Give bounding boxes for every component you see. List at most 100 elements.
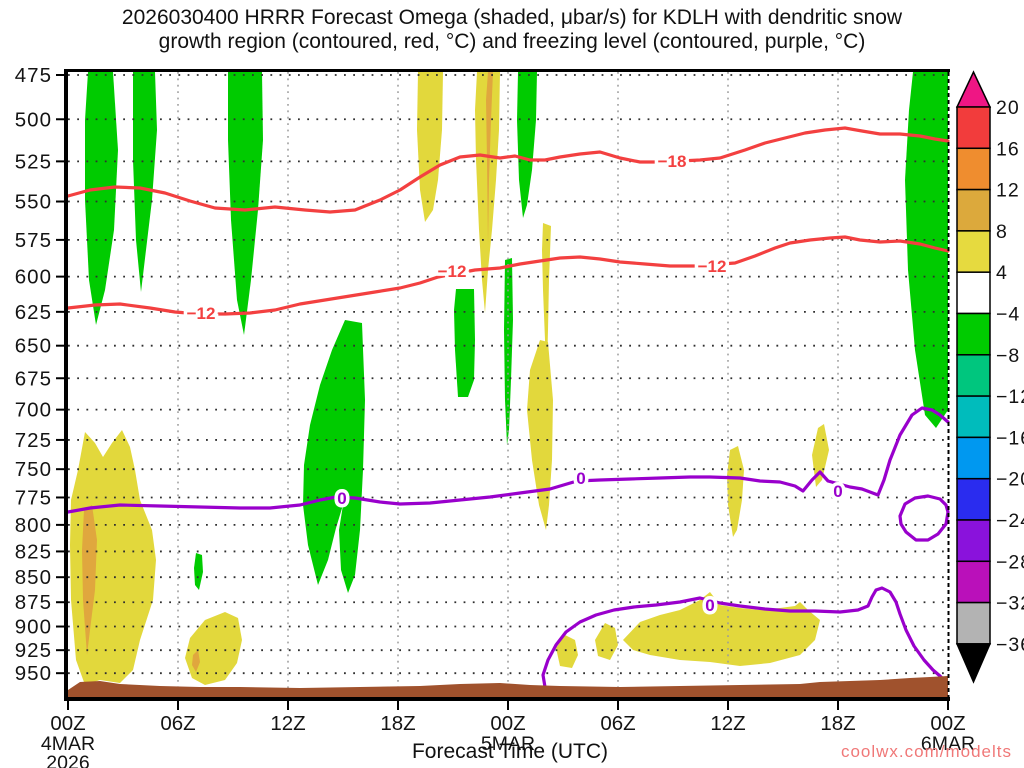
contour-label--18: −18	[658, 152, 687, 171]
omega-region-4to8	[812, 424, 829, 487]
x-tick-label: 06Z	[160, 712, 195, 735]
y-tick-label: 525	[15, 150, 52, 173]
dendritic-growth-minus18C	[66, 126, 950, 214]
contour-label-0: 0	[576, 469, 585, 488]
contour-label-0: 0	[337, 489, 346, 508]
colorbar-cell	[956, 106, 991, 150]
omega-region--8to-4	[194, 553, 203, 590]
omega-region-4to8	[185, 612, 242, 685]
omega-region--8to-4	[133, 72, 157, 292]
colorbar-label: −8	[996, 345, 1020, 367]
y-tick-label: 725	[15, 429, 52, 452]
contour-labels: −18 −12 −12 −12 0 0 0 0	[183, 149, 846, 619]
freezing-level-0C-closed-pocket	[898, 494, 950, 542]
y-axis: 475 500 525 550 575 600 625 650 675 700 725 750 775 8…	[15, 64, 65, 685]
y-tick-label: 875	[15, 591, 52, 614]
y-tick-label: 925	[15, 639, 52, 662]
colorbar-cell	[956, 519, 991, 563]
y-tick-label: 700	[15, 399, 52, 422]
omega-region-8to12	[192, 650, 200, 672]
y-tick-label: 650	[15, 335, 52, 358]
colorbar-label: 20	[996, 97, 1020, 119]
colorbar: 20 16 12 8 4 −4 −8 −12 −16 −20 −24 −28 −32 −36	[955, 70, 1024, 684]
contour-lines	[66, 126, 950, 689]
omega-region--8to-4	[504, 258, 513, 445]
omega-region-8to12	[486, 72, 493, 245]
y-tick-label: 825	[15, 540, 52, 563]
x-tick-label: 00Z	[50, 712, 85, 735]
freezing-level-0C-lower	[541, 586, 947, 689]
y-tick-label: 950	[15, 662, 52, 685]
y-tick-label: 575	[15, 229, 52, 252]
colorbar-cell	[956, 436, 991, 480]
omega-region-8to12	[82, 505, 97, 655]
colorbar-over-arrow	[955, 70, 992, 108]
y-tick-label: 600	[15, 266, 52, 289]
colorbar-cell	[956, 147, 991, 191]
x-axis-title: Forecast Time (UTC)	[411, 740, 608, 763]
x-tick-sublabel: 5MAR	[481, 733, 535, 755]
x-tick-label: 18Z	[380, 712, 415, 735]
contour-label--12: −12	[698, 257, 727, 276]
colorbar-under-arrow	[955, 643, 992, 684]
colorbar-cell	[956, 188, 991, 232]
x-tick-sublabel: 4MAR	[41, 733, 95, 755]
omega-region--8to-4	[85, 72, 118, 325]
colorbar-cell	[956, 601, 991, 645]
y-tick-label: 800	[15, 514, 52, 537]
omega-region-4to8	[417, 72, 443, 222]
grid-lines	[68, 72, 948, 697]
colorbar-label: 16	[996, 138, 1020, 160]
colorbar-label: −16	[996, 427, 1024, 449]
y-tick-label: 675	[15, 367, 52, 390]
colorbar-label: −36	[996, 634, 1024, 656]
omega-region-4to8	[556, 635, 578, 668]
contour-label--12: −12	[438, 262, 467, 281]
omega-region-4to8	[70, 430, 156, 685]
colorbar-label: −4	[996, 304, 1020, 326]
contour-label-0: 0	[705, 596, 714, 615]
omega-region-4to8	[527, 340, 553, 530]
y-tick-label: 900	[15, 616, 52, 639]
y-tick-label: 500	[15, 108, 52, 131]
plot-borders	[64, 69, 950, 701]
y-tick-label: 775	[15, 486, 52, 509]
contour-label-0: 0	[833, 482, 842, 501]
colorbar-cell	[956, 560, 991, 604]
colorbar-label: 4	[996, 262, 1008, 284]
y-tick-label: 475	[15, 64, 52, 87]
y-tick-label: 625	[15, 301, 52, 324]
chart-title-line2: growth region (contoured, red, °C) and f…	[158, 30, 866, 53]
colorbar-label: −20	[996, 469, 1024, 491]
omega-region--8to-4	[228, 72, 263, 335]
x-tick-label: 12Z	[710, 712, 745, 735]
y-tick-label: 750	[15, 458, 52, 481]
x-tick-label: 00Z	[930, 712, 965, 735]
omega-region--8to-4	[454, 289, 475, 397]
omega-region-4to8	[727, 446, 744, 537]
colorbar-cell	[956, 354, 991, 397]
x-tick-label: 06Z	[600, 712, 635, 735]
colorbar-label: 12	[996, 180, 1020, 202]
colorbar-label: 8	[996, 221, 1008, 243]
colorbar-cell	[956, 312, 991, 356]
colorbar-label: −12	[996, 386, 1024, 408]
x-tick-sublabel: 2026	[46, 752, 89, 768]
watermark-link[interactable]: coolwx.com/modelts	[840, 742, 1012, 761]
colorbar-cell	[956, 477, 991, 521]
colorbar-cell	[956, 395, 991, 439]
colorbar-cell	[956, 271, 991, 315]
x-tick-label: 12Z	[270, 712, 305, 735]
freezing-level-0C-main	[66, 406, 950, 514]
colorbar-label: −24	[996, 510, 1024, 532]
y-tick-label: 850	[15, 566, 52, 589]
colorbar-label: −32	[996, 593, 1024, 615]
dendritic-growth-minus12C	[66, 235, 950, 316]
y-tick-label: 550	[15, 191, 52, 214]
chart-title-line1: 2026030400 HRRR Forecast Omega (shaded, …	[121, 6, 903, 29]
colorbar-cell	[956, 230, 991, 273]
omega-region--8to-4	[517, 72, 537, 218]
